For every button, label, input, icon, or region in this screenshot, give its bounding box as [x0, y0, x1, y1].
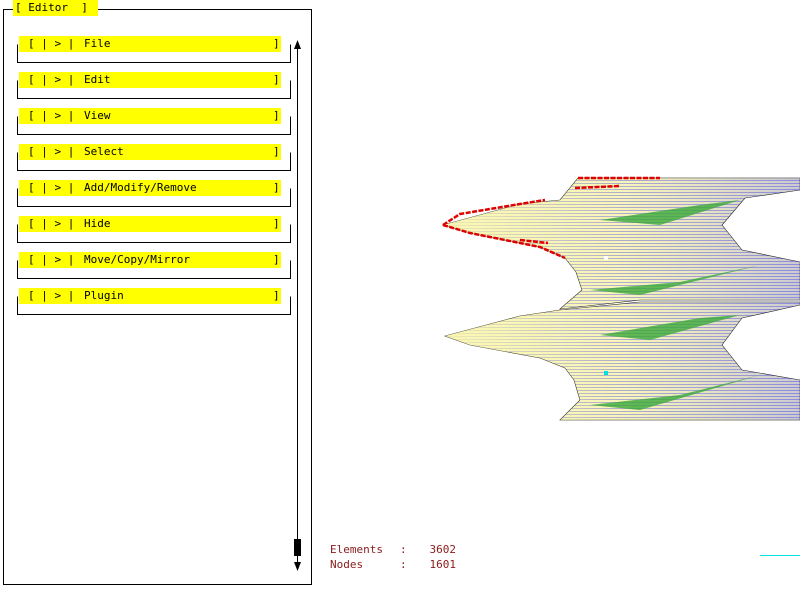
menu-item[interactable]: [ | > | Hide] — [17, 216, 291, 243]
stat-label: Elements — [330, 543, 383, 556]
stat-value: 3602 — [430, 543, 457, 556]
stat-value: 1601 — [430, 558, 457, 571]
menu-item-bg[interactable] — [19, 144, 281, 160]
stat-label: Nodes — [330, 558, 363, 571]
menu-item-frame — [17, 44, 291, 63]
menu-item[interactable]: [ | > | Select] — [17, 144, 291, 171]
panel-title: [ Editor ] — [15, 1, 88, 14]
menu-item-end: ] — [273, 289, 280, 302]
menu-item-label[interactable]: Select — [84, 145, 124, 158]
menu-item-end: ] — [273, 181, 280, 194]
menu-item-frame — [17, 260, 291, 279]
menu-item-prefix: [ | > | — [28, 145, 74, 158]
menu-item-prefix: [ | > | — [28, 73, 74, 86]
stat-separator: : — [400, 543, 407, 556]
panel-title-bg — [13, 0, 98, 16]
menu-item-frame — [17, 80, 291, 99]
menu-item[interactable]: [ | > | Add/Modify/Remove] — [17, 180, 291, 207]
menu-item-prefix: [ | > | — [28, 253, 74, 266]
menu-item-end: ] — [273, 109, 280, 122]
scroll-up[interactable] — [294, 40, 301, 49]
mesh-lower-shade — [445, 302, 800, 420]
menu-item[interactable]: [ | > | Edit] — [17, 72, 291, 99]
menu-item-label[interactable]: Edit — [84, 73, 111, 86]
menu-item-end: ] — [273, 217, 280, 230]
stat-separator: : — [400, 558, 407, 571]
menu-item-bg[interactable] — [19, 216, 281, 232]
mesh-node — [604, 371, 608, 375]
menu-item-bg[interactable] — [19, 72, 281, 88]
menu-item-label[interactable]: Hide — [84, 217, 111, 230]
menu-item-end: ] — [273, 253, 280, 266]
menu-item-label[interactable]: Add/Modify/Remove — [84, 181, 197, 194]
menu-item-end: ] — [273, 37, 280, 50]
menu-item-bg[interactable] — [19, 36, 281, 52]
menu-item-frame — [17, 116, 291, 135]
menu-item[interactable]: [ | > | File] — [17, 36, 291, 63]
menu-item-frame — [17, 188, 291, 207]
menu-item-prefix: [ | > | — [28, 109, 74, 122]
menu-item-label[interactable]: View — [84, 109, 111, 122]
menu-item-prefix: [ | > | — [28, 181, 74, 194]
menu-item-prefix: [ | > | — [28, 217, 74, 230]
menu-item-bg[interactable] — [19, 288, 281, 304]
menu-item-frame — [17, 152, 291, 171]
menu-item-label[interactable]: File — [84, 37, 111, 50]
menu-item-prefix: [ | > | — [28, 37, 74, 50]
menu-item-end: ] — [273, 73, 280, 86]
menu-item-label[interactable]: Plugin — [84, 289, 124, 302]
scroll-thumb[interactable] — [294, 539, 301, 556]
menu-item-frame — [17, 296, 291, 315]
menu-item-frame — [17, 224, 291, 243]
menu-item-prefix: [ | > | — [28, 289, 74, 302]
menu-item-label[interactable]: Move/Copy/Mirror — [84, 253, 190, 266]
menu-item-bg[interactable] — [19, 108, 281, 124]
mesh-node — [604, 256, 608, 260]
menu-item[interactable]: [ | > | Move/Copy/Mirror] — [17, 252, 291, 279]
menu-item-bg[interactable] — [19, 180, 281, 196]
mesh-view — [441, 176, 800, 421]
menu-item[interactable]: [ | > | Plugin] — [17, 288, 291, 315]
scroll-down[interactable] — [294, 562, 301, 571]
menu-item[interactable]: [ | > | View] — [17, 108, 291, 135]
menu-item-bg[interactable] — [19, 252, 281, 268]
panel-frame — [3, 9, 312, 585]
mesh-selection — [442, 176, 660, 260]
menu-item-end: ] — [273, 145, 280, 158]
